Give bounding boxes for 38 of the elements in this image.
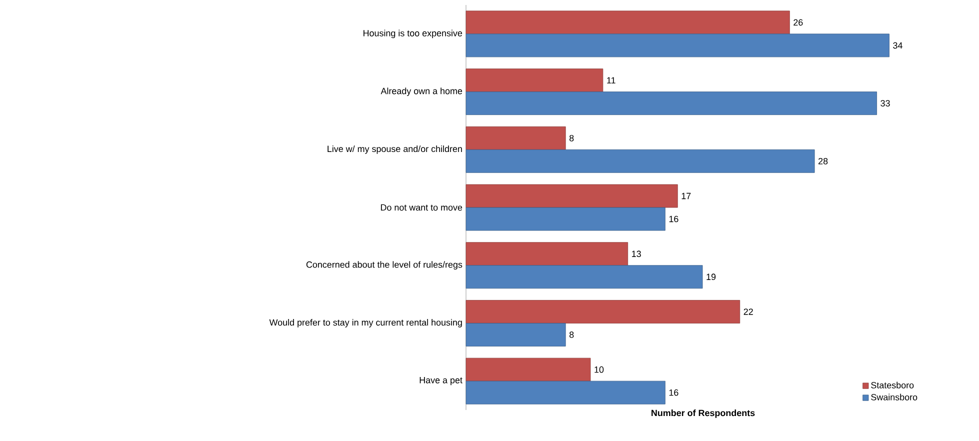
bar (466, 242, 628, 266)
bar (466, 126, 566, 150)
data-label: 26 (794, 19, 803, 26)
data-label: 33 (880, 100, 890, 106)
data-label: 16 (669, 216, 678, 222)
data-label: 8 (569, 332, 574, 338)
data-label: 28 (818, 158, 828, 164)
data-label: 16 (669, 389, 678, 396)
bar (466, 380, 666, 404)
y-tick-label: Concerned about the level of rules/regs (306, 261, 462, 270)
data-label: 10 (594, 366, 604, 373)
data-label: 13 (632, 250, 641, 258)
bar (466, 265, 703, 289)
legend-label: Statesboro (871, 382, 914, 388)
bar (466, 92, 877, 115)
y-tick-label: Have a pet (420, 377, 462, 386)
bar (466, 10, 790, 34)
x-axis-title: Number of Respondents (652, 410, 755, 418)
bar (466, 149, 815, 173)
y-tick-label: Do not want to move (380, 204, 462, 211)
bar (466, 68, 604, 92)
legend-label: Swainsboro (871, 394, 918, 400)
y-tick-label: Would prefer to stay in my current rental housing (269, 319, 462, 328)
bar (466, 207, 666, 231)
bar (466, 300, 740, 324)
data-label: 17 (682, 192, 691, 200)
bar (466, 323, 566, 346)
y-tick-label: Already own a home (380, 88, 462, 96)
data-label: 11 (607, 77, 616, 84)
bar (466, 34, 890, 58)
data-label: 34 (893, 42, 902, 49)
bar (466, 184, 678, 208)
bar (466, 358, 591, 382)
data-label: 8 (569, 134, 574, 142)
data-label: 22 (744, 308, 753, 315)
data-label: 19 (706, 274, 716, 280)
y-tick-label: Housing is too expensive (364, 30, 462, 38)
y-tick-label: Live w/ my spouse and/or children (328, 145, 462, 154)
